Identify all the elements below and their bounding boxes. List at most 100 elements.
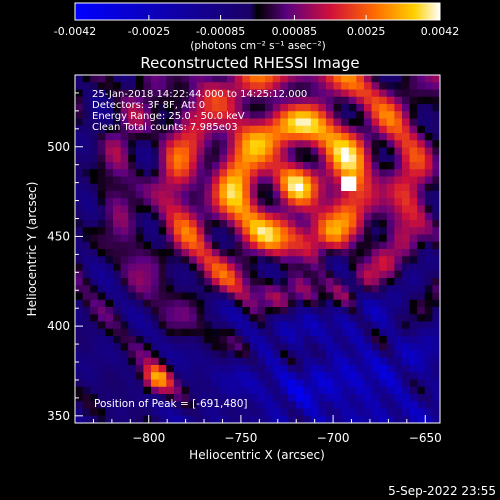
heatmap-cell xyxy=(371,241,380,250)
heatmap-cell xyxy=(120,379,129,388)
heatmap-cell xyxy=(181,75,190,83)
heatmap-cell xyxy=(417,111,426,119)
heatmap-cell xyxy=(82,111,91,119)
heatmap-cell xyxy=(310,307,319,315)
heatmap-cell xyxy=(417,162,426,170)
heatmap-cell xyxy=(75,307,83,315)
heatmap-cell xyxy=(280,343,289,351)
heatmap-cell xyxy=(181,241,190,250)
heatmap-cell xyxy=(318,270,327,279)
heatmap-cell xyxy=(257,75,266,83)
heatmap-cell xyxy=(75,249,83,257)
heatmap-cell xyxy=(325,82,334,90)
heatmap-cell xyxy=(287,394,296,402)
heatmap-cell xyxy=(272,82,281,90)
heatmap-cell xyxy=(424,169,433,177)
heatmap-cell xyxy=(333,125,342,134)
heatmap-cell xyxy=(303,183,312,192)
heatmap-cell xyxy=(424,89,433,98)
heatmap-cell xyxy=(97,220,106,228)
heatmap-cell xyxy=(82,278,91,286)
heatmap-cell xyxy=(90,408,99,417)
heatmap-cell xyxy=(75,263,83,272)
heatmap-cell xyxy=(242,415,251,424)
heatmap-cell xyxy=(204,147,213,156)
heatmap-cell xyxy=(219,357,228,366)
heatmap-cell xyxy=(371,299,380,308)
heatmap-cell xyxy=(128,408,137,417)
heatmap-cell xyxy=(280,379,289,388)
heatmap-cell xyxy=(417,278,426,286)
heatmap-cell xyxy=(310,111,319,119)
heatmap-cell xyxy=(257,285,266,293)
heatmap-cell xyxy=(272,125,281,134)
heatmap-cell xyxy=(363,401,372,409)
heatmap-cell xyxy=(97,321,106,330)
heatmap-cell xyxy=(105,234,114,243)
heatmap-cell xyxy=(325,336,334,344)
heatmap-cell xyxy=(82,176,91,185)
heatmap-cell xyxy=(97,111,106,119)
heatmap-cell xyxy=(379,299,388,308)
x-tick-label: −700 xyxy=(317,431,350,445)
heatmap-cell xyxy=(272,198,281,206)
heatmap-cell xyxy=(356,357,365,366)
heatmap-cell xyxy=(348,89,357,98)
heatmap-cell xyxy=(113,415,122,424)
heatmap-cell xyxy=(105,379,114,388)
heatmap-cell xyxy=(333,321,342,330)
heatmap-cell xyxy=(82,336,91,344)
heatmap-cell xyxy=(249,118,258,127)
heatmap-cell xyxy=(135,125,144,134)
heatmap-cell xyxy=(363,372,372,380)
heatmap-cell xyxy=(249,125,258,134)
heatmap-cell xyxy=(204,249,213,257)
heatmap-cell xyxy=(181,299,190,308)
heatmap-cell xyxy=(128,256,137,264)
heatmap-cell xyxy=(280,104,289,112)
heatmap-cell xyxy=(280,133,289,141)
heatmap-cell xyxy=(173,408,182,417)
heatmap-cell xyxy=(417,140,426,148)
heatmap-cell xyxy=(196,75,205,83)
heatmap-cell xyxy=(120,292,129,301)
heatmap-cell xyxy=(386,147,395,156)
heatmap-cell xyxy=(135,234,144,243)
heatmap-cell xyxy=(401,212,410,221)
heatmap-cell xyxy=(249,314,258,322)
heatmap-cell xyxy=(287,169,296,177)
heatmap-cell xyxy=(363,82,372,90)
heatmap-cell xyxy=(424,263,433,272)
heatmap-cell xyxy=(135,256,144,264)
heatmap-cell xyxy=(310,394,319,402)
heatmap-cell xyxy=(394,256,403,264)
heatmap-cell xyxy=(303,408,312,417)
heatmap-cell xyxy=(417,415,426,424)
heatmap-cell xyxy=(151,191,160,199)
heatmap-cell xyxy=(417,191,426,199)
heatmap-cell xyxy=(371,198,380,206)
heatmap-cell xyxy=(257,408,266,417)
heatmap-cell xyxy=(303,365,312,373)
heatmap-cell xyxy=(120,365,129,373)
heatmap-cell xyxy=(166,299,175,308)
heatmap-cell xyxy=(341,183,350,192)
heatmap-cell xyxy=(181,227,190,235)
heatmap-cell xyxy=(432,350,441,359)
heatmap-cell xyxy=(424,401,433,409)
heatmap-cell xyxy=(333,234,342,243)
heatmap-cell xyxy=(401,394,410,402)
heatmap-cell xyxy=(173,365,182,373)
heatmap-cell xyxy=(287,75,296,83)
heatmap-cell xyxy=(249,89,258,98)
heatmap-cell xyxy=(356,321,365,330)
heatmap-cell xyxy=(394,292,403,301)
heatmap-cell xyxy=(166,176,175,185)
heatmap-cell xyxy=(128,234,137,243)
heatmap-cell xyxy=(75,350,83,359)
heatmap-cell xyxy=(401,241,410,250)
heatmap-cell xyxy=(75,372,83,380)
heatmap-cell xyxy=(303,321,312,330)
heatmap-cell xyxy=(158,408,167,417)
heatmap-cell xyxy=(75,343,83,351)
